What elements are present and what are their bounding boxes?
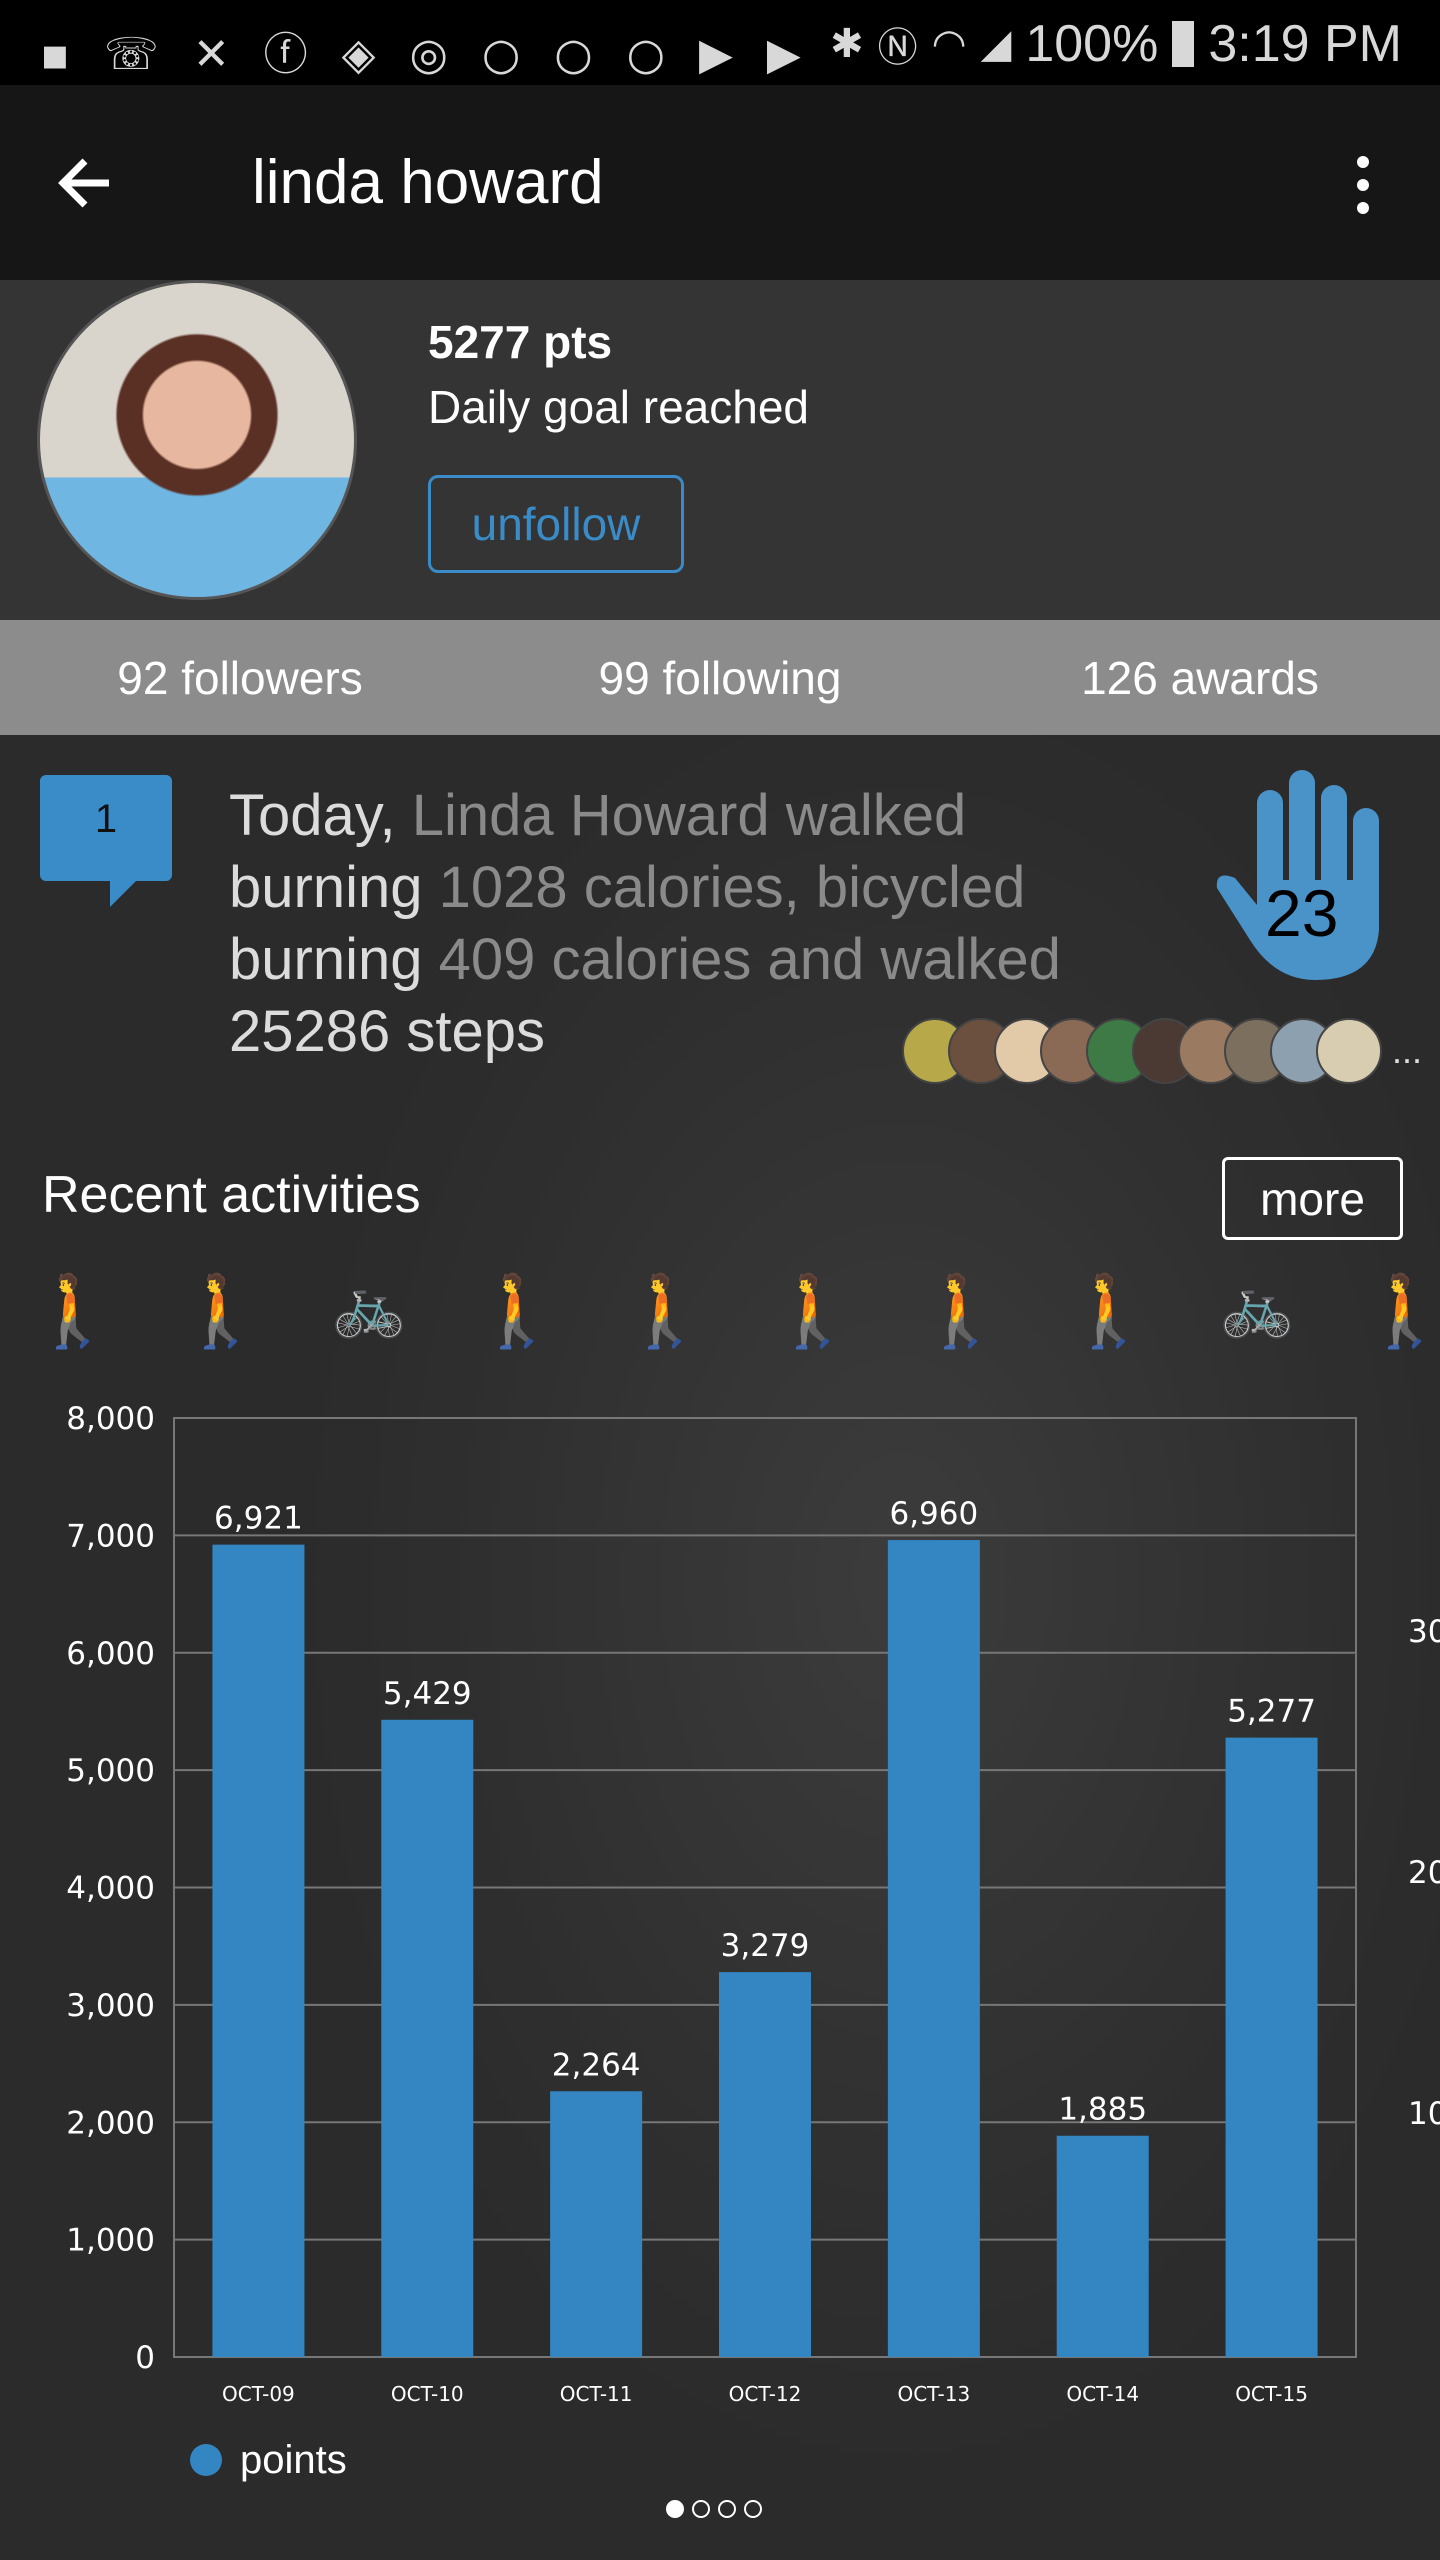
y-tick-label: 8,000 — [66, 1401, 155, 1437]
y-tick-label: 0 — [135, 2340, 155, 2376]
bar — [381, 1719, 474, 2357]
activity-summary: Today, Linda Howard walked burning 1028 … — [229, 780, 1159, 1068]
data-label: 3,279 — [721, 1928, 810, 1964]
summary-today: Today, — [229, 783, 396, 848]
bar — [212, 1544, 305, 2357]
battery-icon — [1172, 21, 1195, 67]
data-label: 5,277 — [1227, 1694, 1316, 1730]
bar — [550, 2091, 643, 2357]
x-tick-label: OCT-15 — [1235, 2382, 1308, 2406]
page-dot[interactable] — [744, 2500, 762, 2518]
signal-icon: ◢ — [980, 22, 1012, 66]
summary-text: Linda Howard walked — [395, 783, 967, 848]
walk-icon[interactable]: 🚶 — [1065, 1270, 1153, 1352]
app-bar: linda howard — [0, 85, 1440, 280]
page-dot[interactable] — [692, 2500, 710, 2518]
walk-icon[interactable]: 🚶 — [29, 1270, 117, 1352]
summary-steps: 25286 steps — [229, 999, 546, 1064]
high-five-button[interactable]: 23 — [1215, 770, 1390, 985]
x-tick-label: OCT-09 — [222, 2382, 295, 2406]
x-tick-label: OCT-11 — [560, 2382, 633, 2406]
next-chart-tick: 20 — [1408, 1855, 1440, 1891]
y-tick-label: 5,000 — [66, 1753, 155, 1789]
unfollow-button[interactable]: unfollow — [428, 475, 684, 573]
y-tick-label: 7,000 — [66, 1518, 155, 1554]
avatar — [1316, 1018, 1382, 1084]
walk-icon[interactable]: 🚶 — [177, 1270, 265, 1352]
next-chart-tick: 10 — [1408, 2096, 1440, 2132]
x-tick-label: OCT-14 — [1066, 2382, 1139, 2406]
data-label: 2,264 — [552, 2047, 641, 2083]
bar — [887, 1540, 980, 2357]
walk-icon[interactable]: 🚶 — [917, 1270, 1005, 1352]
bar — [1225, 1737, 1318, 2357]
hand-icon — [1216, 770, 1379, 980]
points-chart: 0 1,000 2,000 3,000 4,000 5,000 6,000 7,000 8,00… — [66, 1401, 1440, 2406]
more-avatars-dots[interactable]: ... — [1392, 1030, 1423, 1071]
stats-bar: 92 followers 99 following 126 awards — [0, 620, 1440, 735]
summary-text: 409 calories and walked — [422, 927, 1061, 992]
data-label: 6,921 — [214, 1501, 303, 1537]
y-tick-label: 6,000 — [66, 1636, 155, 1672]
summary-text: burning — [229, 927, 423, 992]
legend-label: points — [240, 2438, 347, 2482]
followers-link[interactable]: 92 followers — [117, 651, 363, 704]
comment-bubble-icon — [40, 775, 172, 907]
nfc-icon: Ⓝ — [877, 26, 918, 70]
walk-icon[interactable]: 🚶 — [621, 1270, 709, 1352]
comment-button[interactable]: 1 — [40, 775, 172, 915]
bar — [719, 1972, 811, 2357]
battery-percent: 100% — [1025, 15, 1159, 73]
summary-text: 1028 calories, bicycled — [422, 855, 1026, 920]
activity-icons-row: 🚶 🚶 🚲 🚶 🚶 🚶 🚶 🚶 🚲 🚶 — [28, 1270, 1440, 1353]
y-tick-label: 3,000 — [66, 1988, 155, 2024]
clock: 3:19 PM — [1208, 15, 1402, 73]
awards-link[interactable]: 126 awards — [1081, 651, 1319, 704]
page-indicator[interactable] — [666, 2500, 762, 2518]
page-dot[interactable] — [666, 2500, 684, 2518]
data-label: 6,960 — [889, 1496, 978, 1532]
x-tick-label: OCT-13 — [897, 2382, 970, 2406]
wifi-icon: ◠ — [931, 22, 967, 66]
bar — [1056, 2135, 1149, 2357]
status-bar: ▪ ☏ ✕ ⓕ ◈ ◎ ○ ○ ○ ▶ ▶ ✱ Ⓝ ◠ ◢ 100% 3:19 … — [0, 0, 1440, 85]
more-vert-icon[interactable] — [1348, 153, 1378, 217]
arrow-left-icon[interactable] — [55, 153, 115, 213]
y-tick-label: 1,000 — [66, 2223, 155, 2259]
walk-icon[interactable]: 🚶 — [1361, 1270, 1440, 1352]
avatar — [37, 280, 357, 600]
notification-icons: ▪ ☏ ✕ ⓕ ◈ ◎ ○ ○ ○ ▶ ▶ — [40, 29, 811, 80]
points: 5277 pts — [428, 316, 613, 368]
following-link[interactable]: 99 following — [598, 651, 842, 704]
section-title: Recent activities — [42, 1166, 421, 1224]
x-tick-label: OCT-10 — [391, 2382, 464, 2406]
goal-status: Daily goal reached — [428, 381, 810, 433]
page-title: linda howard — [252, 148, 604, 217]
y-tick-label: 4,000 — [66, 1871, 155, 1907]
data-label: 1,885 — [1058, 2092, 1147, 2128]
y-tick-label: 2,000 — [66, 2105, 155, 2141]
x-tick-label: OCT-12 — [729, 2382, 802, 2406]
bicycle-icon[interactable]: 🚲 — [331, 1271, 407, 1341]
data-label: 5,429 — [383, 1676, 472, 1712]
walk-icon[interactable]: 🚶 — [769, 1270, 857, 1352]
page-dot[interactable] — [718, 2500, 736, 2518]
legend-dot — [190, 2444, 222, 2476]
high-five-avatars[interactable] — [902, 1018, 1382, 1084]
walk-icon[interactable]: 🚶 — [473, 1270, 561, 1352]
bluetooth-icon: ✱ — [830, 22, 864, 66]
comment-count: 1 — [94, 797, 118, 841]
next-chart-tick: 30 — [1408, 1614, 1440, 1650]
bicycle-icon[interactable]: 🚲 — [1219, 1271, 1295, 1341]
more-button[interactable]: more — [1222, 1157, 1403, 1240]
summary-text: burning — [229, 855, 423, 920]
high-five-count: 23 — [1265, 876, 1339, 950]
